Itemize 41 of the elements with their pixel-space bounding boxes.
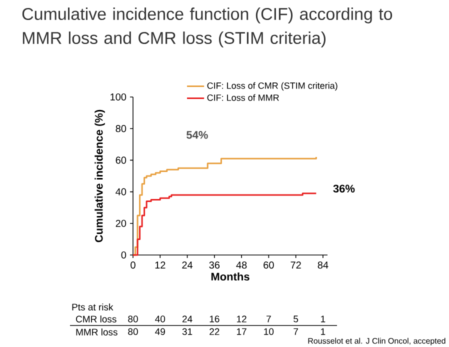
text: 5	[294, 316, 298, 322]
y-tick-label: 60	[116, 156, 126, 164]
text: 49	[155, 328, 165, 335]
text: 36%	[333, 184, 355, 193]
text: 12	[236, 316, 246, 322]
text: 7	[294, 328, 298, 335]
legend-label: CIF: Loss of MMR	[207, 94, 279, 101]
y-tick-label: 80	[116, 125, 126, 132]
text: 7	[266, 316, 271, 322]
x-tick-label: 60	[264, 262, 274, 269]
text: 1	[321, 316, 326, 322]
text: 40	[155, 316, 166, 322]
x-tick-label: 36	[209, 262, 220, 269]
text: Pts at risk	[72, 303, 114, 310]
y-axis-title: Cumulative incidence (%)	[94, 110, 105, 242]
x-tick-label: 48	[236, 262, 247, 269]
y-tick-label: 40	[116, 188, 126, 196]
x-axis-title: Months	[211, 272, 250, 281]
text: 80	[128, 316, 138, 322]
y-tick-label: 100	[110, 93, 126, 101]
y-tick-label: 0	[121, 251, 126, 259]
text: MMR loss	[76, 328, 118, 336]
x-tick-label: 0	[130, 262, 136, 269]
text: 17	[236, 328, 246, 335]
x-tick-label: 84	[318, 262, 328, 269]
text: 24	[182, 316, 192, 322]
y-tick-label: 20	[116, 220, 126, 227]
text: 16	[210, 316, 220, 322]
annotation: 54%	[186, 131, 208, 139]
text: 80	[128, 328, 138, 335]
chart-title: Cumulative incidence function (CIF) according to MMR loss and CMR loss (STIM criteria)	[22, 8, 392, 48]
text: 1	[321, 328, 326, 335]
text: CMR loss	[76, 315, 116, 322]
x-tick-label: 12	[155, 262, 166, 269]
x-tick-label: 72	[290, 262, 301, 269]
legend-label: CIF: Loss of CMR (STIM criteria)	[207, 82, 338, 91]
text: 10	[264, 328, 274, 335]
text: Rousselot et al. J Clin Oncol, accepted	[308, 338, 446, 346]
x-tick-label: 24	[182, 262, 193, 269]
text: 31	[182, 328, 192, 335]
text: 22	[210, 328, 220, 335]
